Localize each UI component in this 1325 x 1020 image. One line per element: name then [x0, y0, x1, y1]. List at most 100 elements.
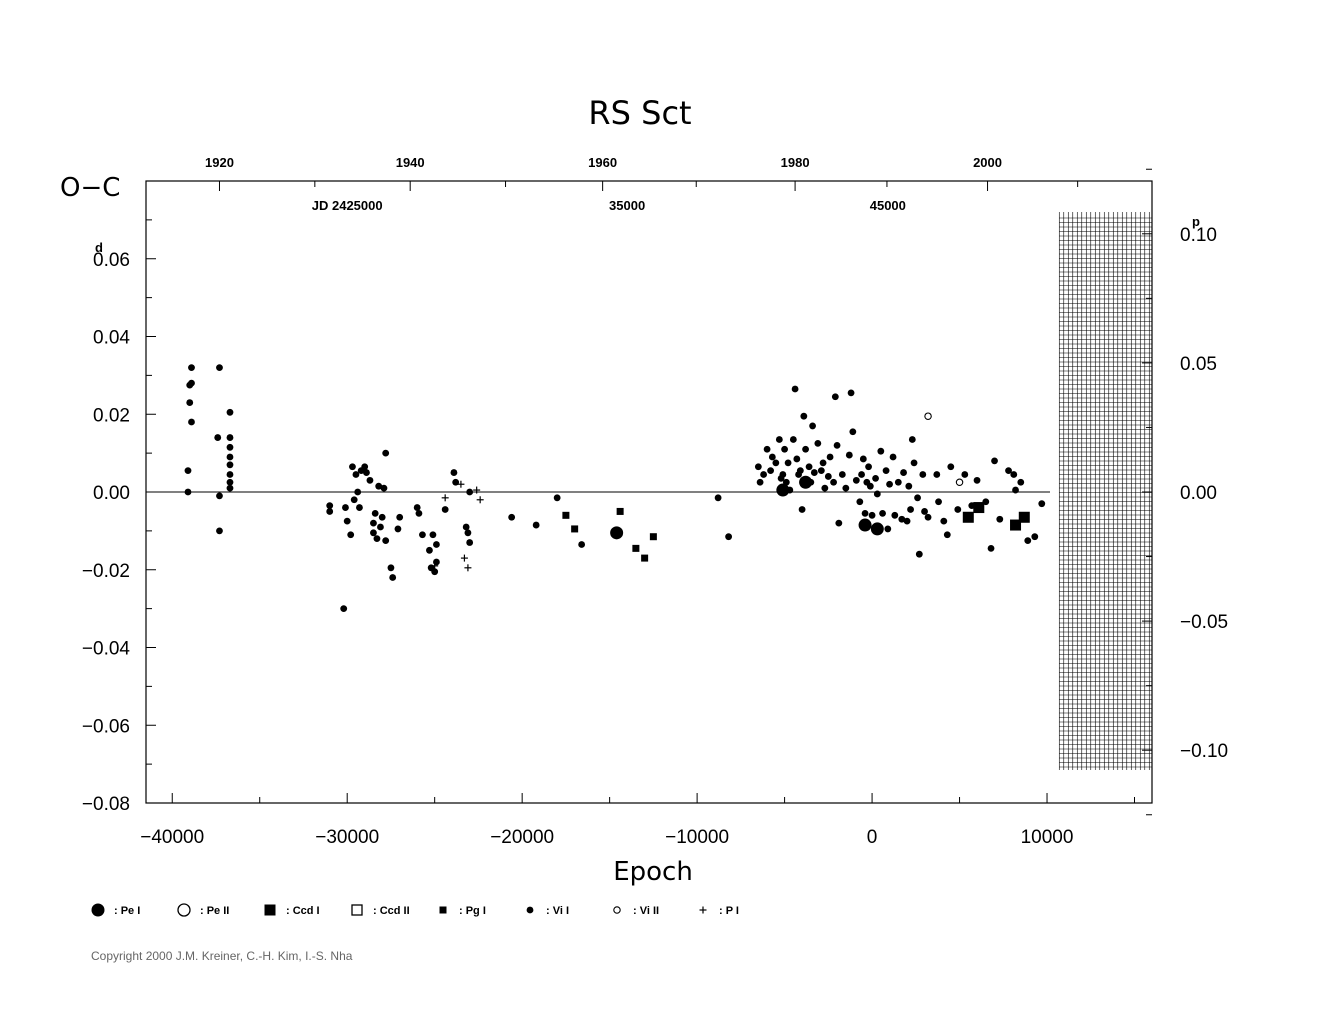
data-point — [375, 482, 383, 490]
data-point — [800, 412, 808, 420]
data-point — [616, 507, 624, 515]
legend-symbol — [439, 906, 447, 914]
data-point — [842, 484, 850, 492]
data-point — [894, 478, 902, 486]
data-point — [915, 550, 923, 558]
jd-label: JD 2425000 — [312, 198, 383, 213]
data-point — [363, 469, 370, 476]
data-point — [835, 519, 843, 527]
data-point — [996, 515, 1004, 523]
legend-symbol — [264, 904, 276, 916]
data-point — [856, 498, 864, 506]
data-point — [889, 453, 897, 461]
x-tick-label: −20000 — [490, 827, 554, 848]
data-point — [371, 509, 379, 517]
data-point — [879, 509, 886, 517]
data-point — [793, 455, 801, 463]
x-tick-label: −40000 — [140, 827, 204, 848]
data-point — [921, 508, 928, 515]
data-points — [184, 364, 1046, 613]
series-big-dot — [610, 475, 884, 540]
data-point — [396, 513, 404, 521]
data-point — [382, 537, 390, 544]
data-point — [767, 467, 774, 475]
right-axis-ticks: −0.10 −0.05 0.00 0.05 0.10p — [1142, 168, 1228, 816]
data-point — [553, 494, 561, 502]
data-point — [810, 469, 818, 476]
data-point — [214, 434, 222, 441]
data-point — [756, 478, 764, 486]
data-point — [641, 554, 649, 562]
data-point — [809, 422, 816, 430]
data-point — [763, 445, 771, 453]
data-point — [779, 471, 787, 478]
data-point — [870, 522, 884, 536]
data-point — [891, 511, 899, 519]
data-point — [419, 531, 426, 539]
data-point — [830, 478, 837, 486]
data-point — [868, 511, 876, 519]
copyright-text: Copyright 2000 J.M. Kreiner, C.-H. Kim, … — [91, 949, 353, 963]
x-axis-label: Epoch — [613, 857, 693, 887]
data-point — [464, 564, 472, 572]
legend-item: : Pe I — [91, 903, 140, 917]
y-tick-label: −0.06 — [82, 716, 130, 737]
legend-item: : Vi II — [613, 905, 659, 917]
data-point — [226, 443, 234, 451]
data-point — [845, 451, 853, 459]
data-point — [354, 488, 362, 496]
data-point — [754, 463, 762, 471]
right-tick-label: 0.05 — [1180, 354, 1217, 375]
data-point — [943, 531, 951, 539]
year-label: 1980 — [781, 155, 810, 170]
y-tick-label: −0.02 — [82, 561, 130, 582]
data-point — [188, 364, 195, 371]
data-point — [817, 467, 825, 475]
data-point — [226, 484, 234, 492]
data-point — [907, 506, 914, 513]
data-point — [838, 471, 846, 478]
data-point — [873, 490, 881, 498]
data-point — [361, 463, 369, 471]
data-point — [824, 473, 832, 480]
data-point — [858, 471, 865, 478]
legend-item: : Pg I — [439, 905, 486, 917]
data-point — [865, 463, 872, 471]
data-point — [457, 480, 465, 488]
x-tick-label: −30000 — [315, 827, 379, 848]
data-point — [378, 513, 386, 521]
data-point — [798, 506, 806, 513]
data-point — [1018, 511, 1030, 523]
y-tick-label: 0.02 — [93, 405, 130, 426]
data-point — [382, 449, 390, 457]
series-big-square — [962, 502, 1030, 531]
data-point — [784, 459, 792, 467]
data-point — [429, 531, 437, 539]
data-point — [796, 467, 804, 475]
data-point — [226, 434, 234, 441]
data-point — [905, 482, 913, 490]
data-point — [768, 453, 776, 461]
data-point — [450, 469, 458, 476]
data-point — [562, 511, 570, 519]
data-point — [632, 544, 640, 552]
y-tick-label: 0.06 — [93, 250, 130, 271]
legend-item: : Ccd I — [264, 904, 320, 917]
y-tick-label: −0.08 — [82, 794, 130, 815]
right-tick-label: −0.10 — [1180, 741, 1228, 762]
data-point — [924, 513, 932, 521]
legend-item: : P I — [699, 905, 739, 917]
legend-label: : P I — [719, 905, 739, 917]
data-point — [852, 476, 860, 484]
right-tick-label: −0.05 — [1180, 612, 1228, 633]
data-point — [847, 389, 855, 397]
data-point — [831, 393, 839, 401]
legend: : Pe I: Pe II: Ccd I: Ccd II: Pg I: Vi I… — [91, 903, 739, 917]
x-tick-label: 10000 — [1021, 827, 1074, 848]
chart-title: RS Sct — [588, 94, 691, 132]
year-label: 1960 — [588, 155, 617, 170]
data-point — [433, 541, 440, 548]
series-small-square — [562, 507, 657, 562]
x-tick-label: 0 — [867, 827, 878, 848]
data-point — [933, 471, 941, 478]
